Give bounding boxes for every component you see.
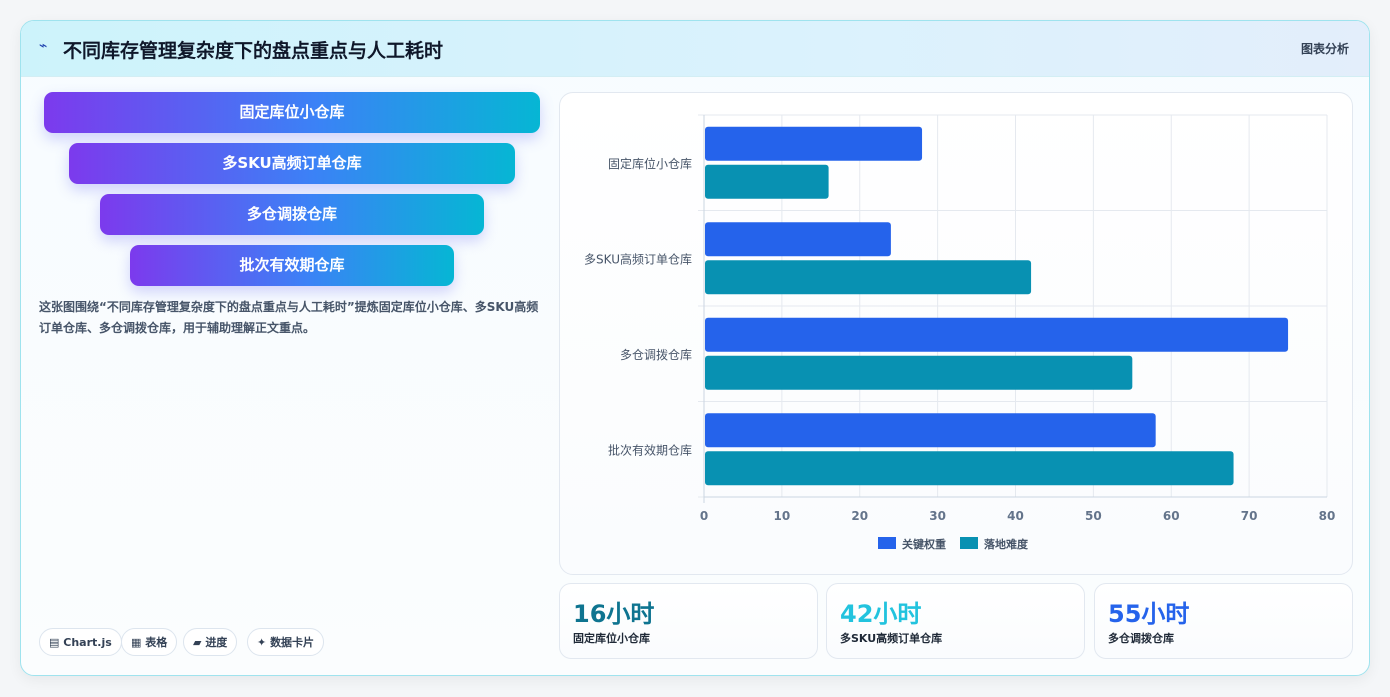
legend-label: 落地难度 <box>984 537 1029 551</box>
bar-difficulty <box>705 355 1133 390</box>
legend-swatch <box>878 537 896 549</box>
stat-value: 55小时 <box>1108 600 1190 628</box>
y-tick-label: 批次有效期仓库 <box>608 442 692 457</box>
x-tick-label: 20 <box>851 509 868 523</box>
chart-panel: 0 10 20 30 40 50 60 70 80 固定库位小仓库多SKU高频订单仓库多仓调拨仓库… <box>559 92 1353 575</box>
stat-value: 16小时 <box>573 600 655 628</box>
chart-icon: ▤ <box>49 636 60 649</box>
chip-chartjs[interactable]: ▤ Chart.js <box>39 628 122 656</box>
sparkle-icon: ✦ <box>257 636 267 649</box>
legend-swatch <box>960 537 978 549</box>
chart-analysis-tag[interactable]: 图表分析 <box>1300 42 1349 56</box>
bar-key-weight <box>705 126 923 161</box>
chip-table[interactable]: ▦ 表格 <box>121 628 178 656</box>
x-tick-label: 50 <box>1085 509 1102 523</box>
chip-label: 数据卡片 <box>270 636 315 649</box>
chip-label: Chart.js <box>63 636 112 649</box>
y-tick-label: 多仓调拨仓库 <box>620 347 692 362</box>
bar-key-weight <box>705 222 891 257</box>
chip-label: 表格 <box>145 636 168 649</box>
legend-label: 关键权重 <box>902 537 946 551</box>
card-header: ⌁ 不同库存管理复杂度下的盘点重点与人工耗时 图表分析 <box>21 21 1369 77</box>
table-icon: ▦ <box>131 636 142 649</box>
x-tick-label: 0 <box>700 509 708 523</box>
sparkline-icon: ⌁ <box>39 38 48 54</box>
stat-card-1: 16小时 固定库位小仓库 <box>559 583 818 659</box>
x-tick-label: 10 <box>774 509 791 523</box>
chip-label: 进度 <box>205 636 228 649</box>
funnel-step-4: 批次有效期仓库 <box>130 245 454 286</box>
x-tick-label: 70 <box>1241 509 1258 523</box>
x-tick-label: 80 <box>1319 509 1336 523</box>
stat-card-2: 42小时 多SKU高频订单仓库 <box>826 583 1085 659</box>
bar-chart: 0 10 20 30 40 50 60 70 80 固定库位小仓库多SKU高频订单仓库多仓调拨仓库… <box>584 114 1336 551</box>
x-tick-label: 60 <box>1163 509 1180 523</box>
stat-value: 42小时 <box>840 600 922 628</box>
stat-label: 多SKU高频订单仓库 <box>840 632 943 645</box>
funnel-step-1: 固定库位小仓库 <box>44 92 540 133</box>
bar-difficulty <box>705 164 829 199</box>
progress-icon: ▰ <box>193 636 202 649</box>
chip-progress[interactable]: ▰ 进度 <box>183 628 238 656</box>
bar-difficulty <box>705 451 1234 486</box>
stat-card-3: 55小时 多仓调拨仓库 <box>1094 583 1353 659</box>
x-tick-label: 40 <box>1007 509 1024 523</box>
stat-label: 固定库位小仓库 <box>573 632 650 645</box>
y-tick-label: 多SKU高频订单仓库 <box>584 251 692 266</box>
funnel-step-2: 多SKU高频订单仓库 <box>69 143 515 184</box>
bar-key-weight <box>705 317 1289 352</box>
y-tick-label: 固定库位小仓库 <box>608 156 692 171</box>
chart-card: ⌁ 不同库存管理复杂度下的盘点重点与人工耗时 图表分析 固定库位小仓库 多SKU… <box>20 20 1370 676</box>
description-text: 这张图围绕“不同库存管理复杂度下的盘点重点与人工耗时”提炼固定库位小仓库、多SK… <box>39 300 539 335</box>
bar-difficulty <box>705 260 1032 295</box>
stat-label: 多仓调拨仓库 <box>1108 632 1174 645</box>
bar-key-weight <box>705 413 1156 448</box>
page-title: 不同库存管理复杂度下的盘点重点与人工耗时 <box>63 40 444 62</box>
funnel-step-3: 多仓调拨仓库 <box>100 194 484 235</box>
chip-data-card[interactable]: ✦ 数据卡片 <box>247 628 325 656</box>
x-tick-label: 30 <box>929 509 946 523</box>
